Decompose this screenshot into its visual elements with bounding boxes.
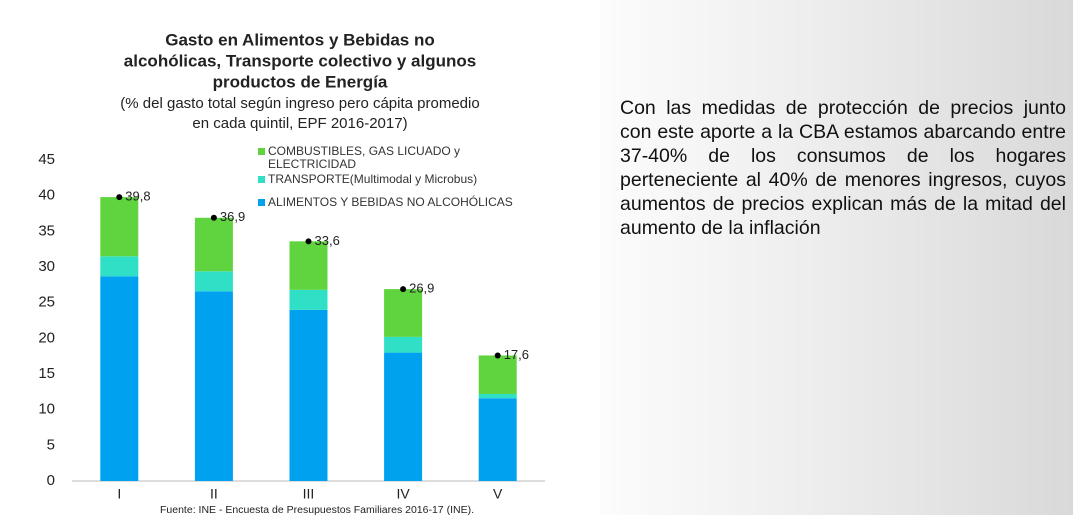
total-marker [494, 352, 501, 359]
legend-swatch [258, 148, 265, 155]
chart-title: productos de Energía [213, 72, 388, 91]
y-tick-label: 45 [38, 151, 55, 168]
x-tick-label: V [493, 486, 503, 502]
total-marker [400, 286, 407, 293]
y-tick-label: 0 [47, 472, 55, 489]
bar-segment [384, 352, 423, 481]
bar-segment [478, 393, 517, 399]
bar-segment [384, 336, 423, 353]
chart-title: alcohólicas, Transporte colectivo y algu… [124, 51, 476, 70]
total-marker [305, 238, 312, 245]
chart-title: Gasto en Alimentos y Bebidas no [165, 30, 435, 49]
total-label: 33,6 [315, 233, 340, 248]
total-marker [116, 194, 123, 201]
y-tick-label: 30 [38, 258, 55, 275]
y-tick-label: 35 [38, 222, 55, 239]
bar-segment [194, 271, 233, 292]
total-marker [210, 214, 217, 221]
bar-segment [478, 398, 517, 481]
y-tick-label: 5 [47, 436, 55, 453]
total-label: 26,9 [409, 281, 434, 296]
bar-segment [384, 289, 423, 337]
total-label: 36,9 [220, 209, 245, 224]
y-tick-label: 40 [38, 187, 55, 204]
paragraph: Con las medidas de protección de precios… [620, 97, 1066, 239]
y-tick-label: 20 [38, 329, 55, 346]
bar-segment [289, 309, 328, 481]
total-label: 17,6 [504, 347, 529, 362]
legend-item: COMBUSTIBLES, GAS LICUADO y ELECTRICIDAD [258, 145, 498, 171]
y-tick-label: 10 [38, 401, 55, 418]
legend-swatch [258, 176, 265, 183]
x-tick-label: II [210, 486, 218, 502]
source: Fuente: INE - Encuesta de Presupuestos F… [160, 504, 474, 515]
bar-segment [194, 291, 233, 481]
bar-segment [478, 355, 517, 394]
bar-segment [100, 197, 139, 257]
y-tick-label: 25 [38, 294, 55, 311]
y-tick-label: 15 [38, 365, 55, 382]
legend-swatch [258, 199, 265, 206]
bar-segment [100, 276, 139, 481]
total-label: 39,8 [125, 189, 150, 204]
x-tick-label: IV [396, 486, 410, 502]
bar-segment [289, 241, 328, 290]
legend-label: TRANSPORTE(Multimodal y Microbus) [268, 172, 478, 186]
chart-subtitle: (% del gasto total según ingreso pero cá… [120, 95, 479, 112]
x-tick-label: III [303, 486, 315, 502]
legend-item: ALIMENTOS Y BEBIDAS NO ALCOHÓLICAS [258, 196, 513, 209]
legend-item: TRANSPORTE(Multimodal y Microbus) [258, 173, 513, 186]
bar-segment [289, 289, 328, 310]
bar-segment [194, 217, 233, 272]
chart-subtitle: en cada quintil, EPF 2016-2017) [192, 115, 407, 132]
bar-segment [100, 256, 139, 277]
x-tick-label: I [117, 486, 121, 502]
legend-label: ALIMENTOS Y BEBIDAS NO ALCOHÓLICAS [268, 195, 513, 209]
legend-label: COMBUSTIBLES, GAS LICUADO y ELECTRICIDAD [268, 144, 461, 171]
legend: COMBUSTIBLES, GAS LICUADO y ELECTRICIDAD… [258, 145, 513, 211]
